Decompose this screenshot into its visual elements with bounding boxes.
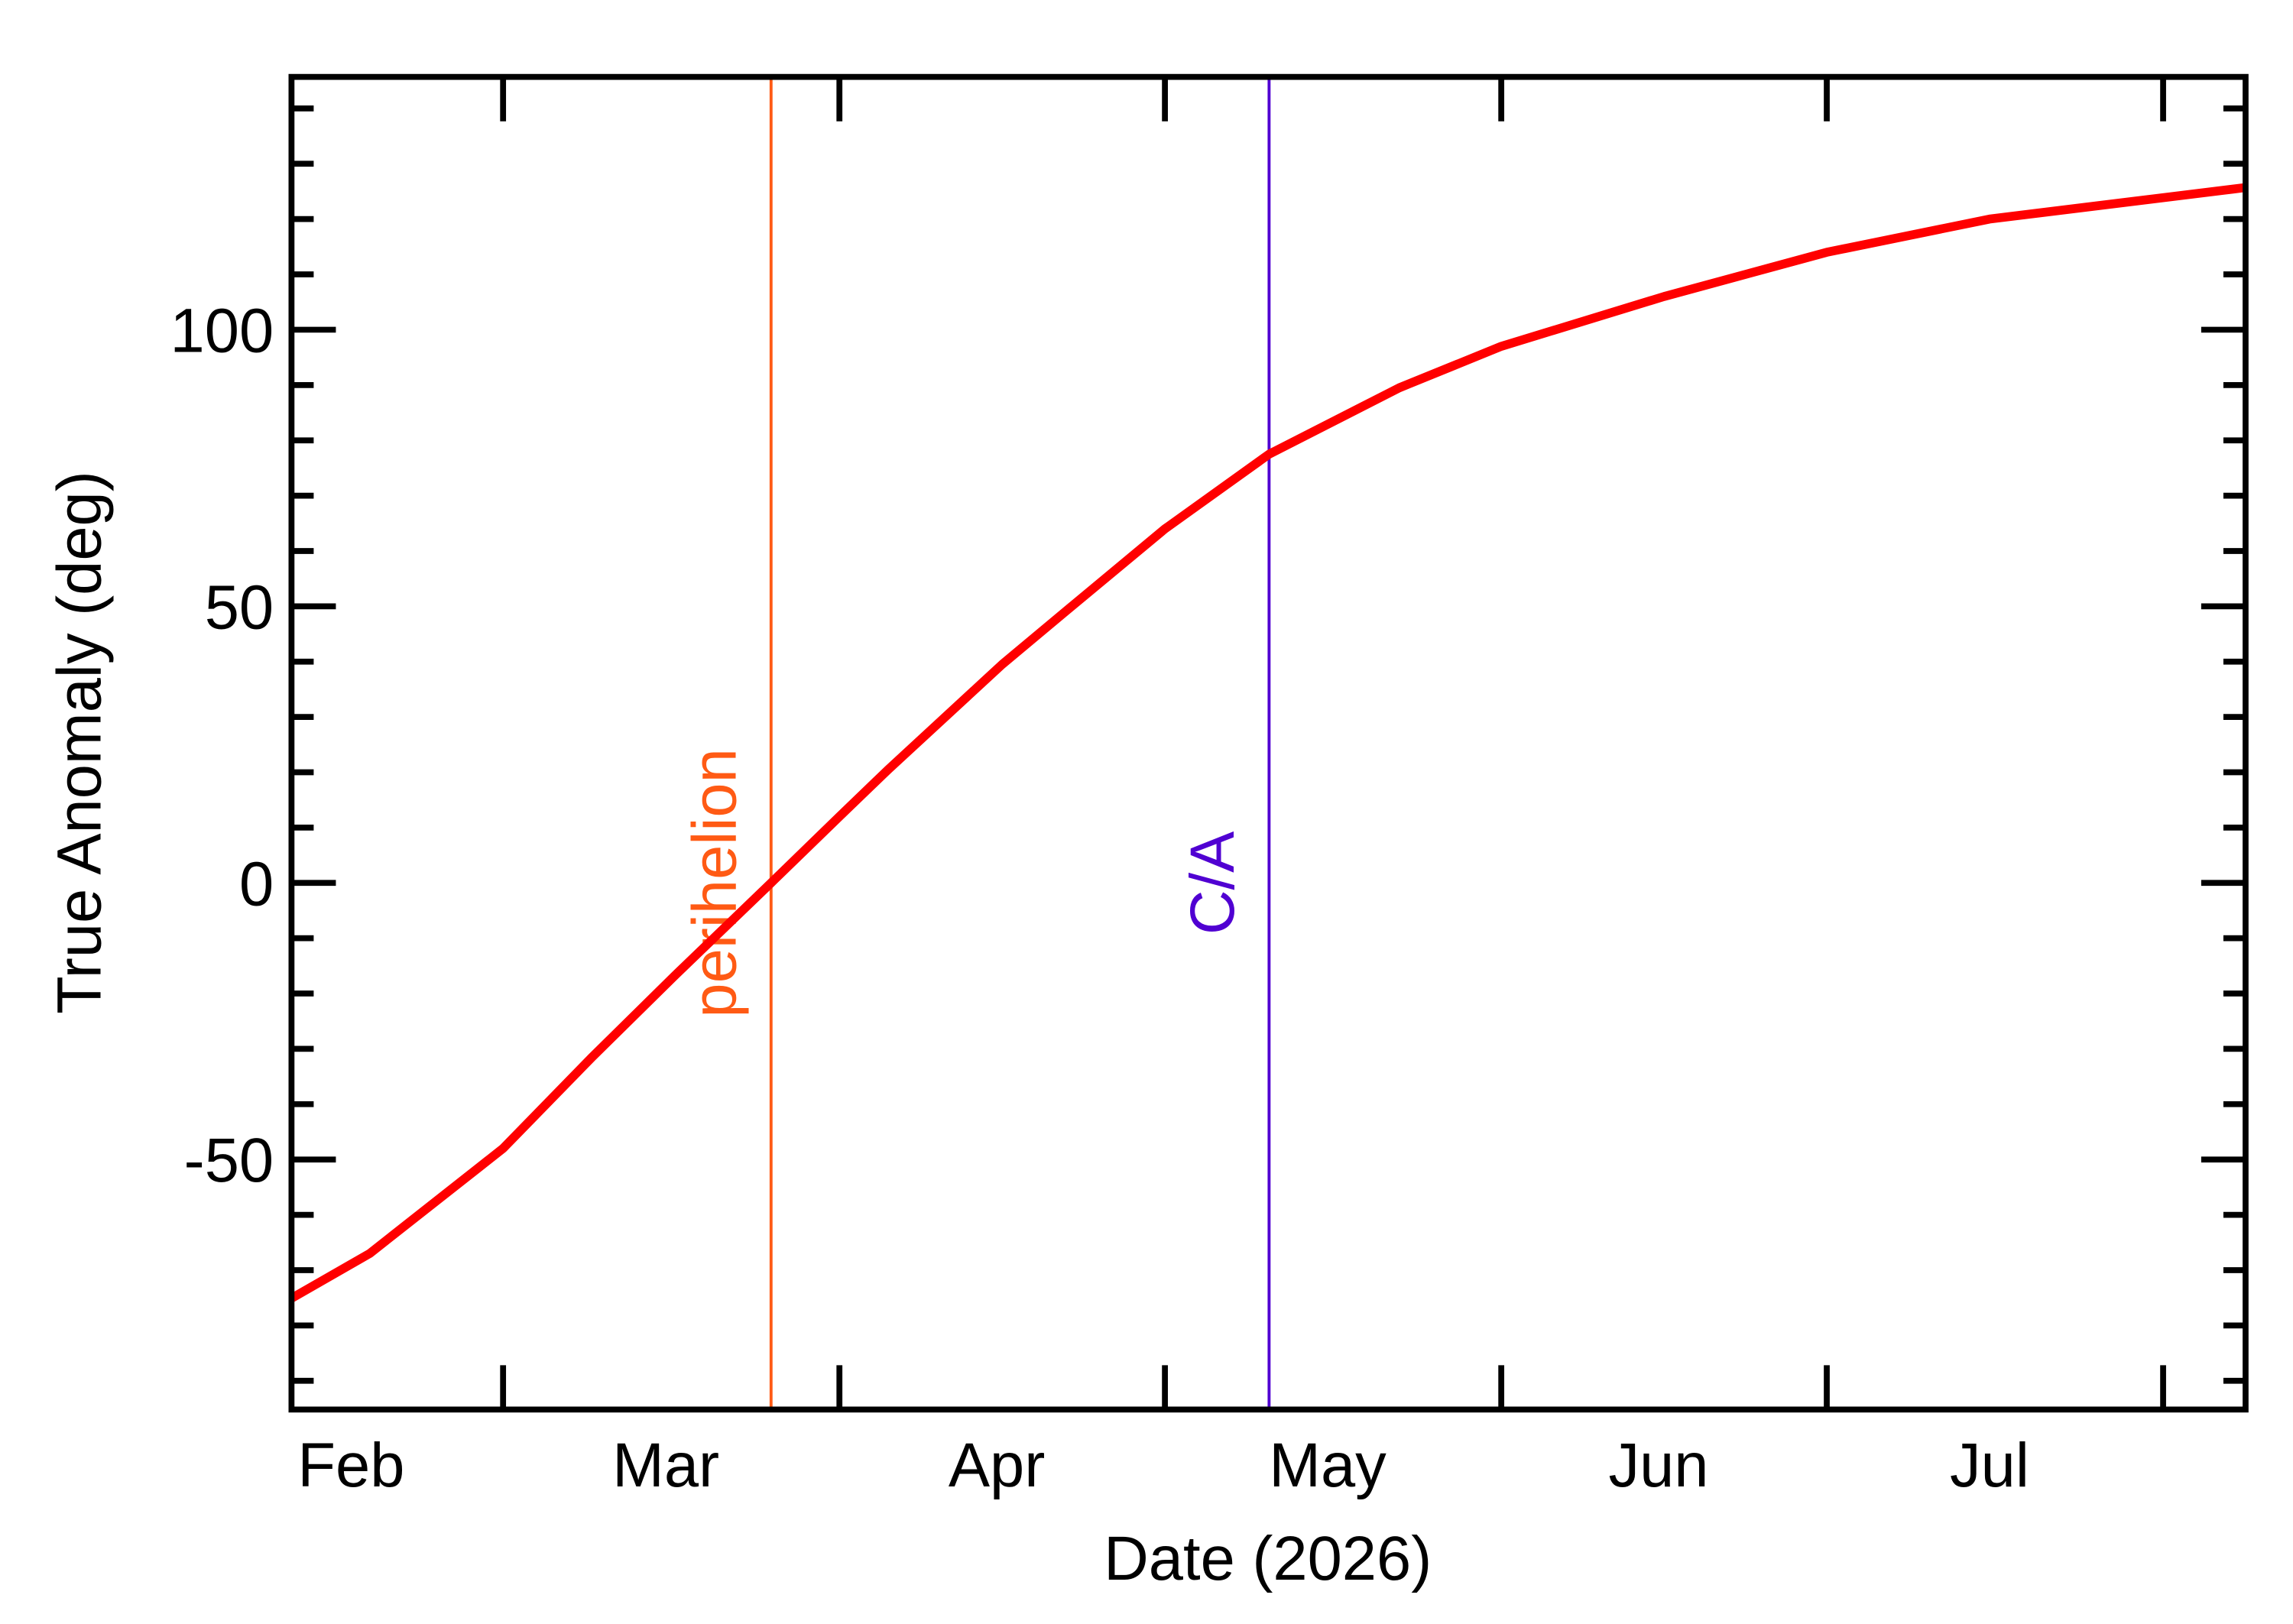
x-tick-label: Feb — [297, 1431, 404, 1500]
y-tick-label: 50 — [205, 572, 274, 642]
data-line — [289, 183, 2246, 1302]
x-tick-label: Apr — [949, 1431, 1045, 1500]
x-tick-label: Jun — [1608, 1431, 1708, 1500]
x-tick-label: Mar — [612, 1431, 719, 1500]
y-axis-label: True Anomaly (deg) — [45, 471, 115, 1014]
y-tick-label: 0 — [239, 849, 274, 919]
plot-frame — [288, 73, 2249, 1413]
annotation-label: perihelion — [679, 748, 749, 1017]
annotation-label: C/A — [1178, 831, 1247, 935]
x-tick-label: Jul — [1950, 1431, 2029, 1500]
y-tick-label: -50 — [184, 1126, 274, 1195]
x-tick-label: May — [1269, 1431, 1387, 1500]
x-axis-label: Date (2026) — [1104, 1524, 1432, 1593]
y-tick-label: 100 — [170, 296, 274, 365]
